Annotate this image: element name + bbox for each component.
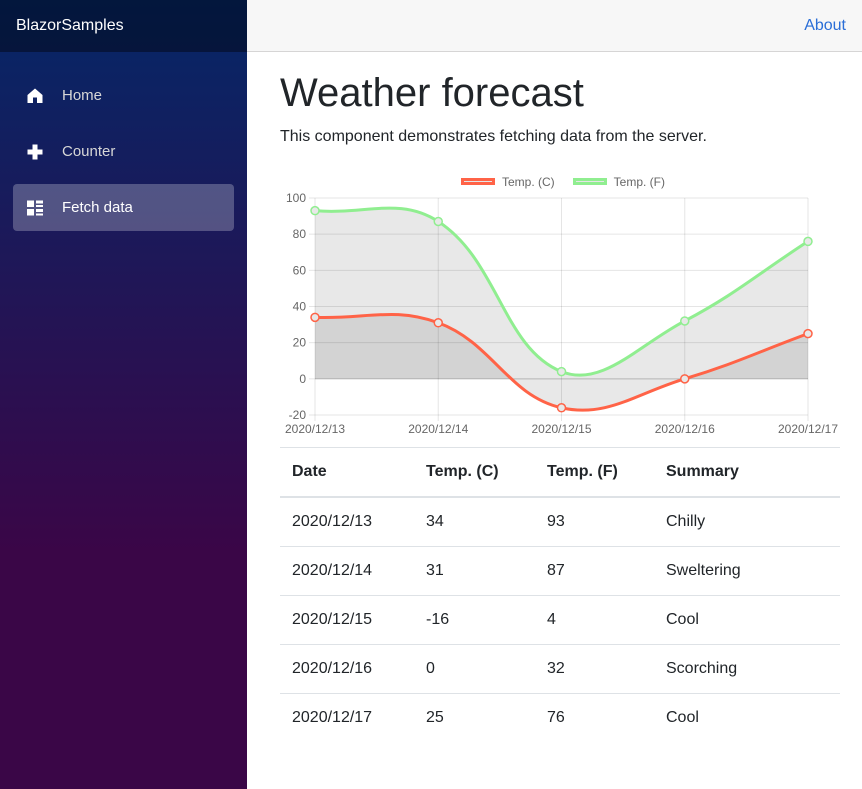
top-bar: About: [247, 0, 862, 52]
table-row: 2020/12/13 34 93 Chilly: [280, 496, 840, 547]
data-point-temp-c[interactable]: [310, 312, 320, 323]
y-axis-tick-label: 40: [293, 300, 307, 314]
sidebar-item-label: Home: [62, 87, 103, 104]
table-cell: Sweltering: [654, 546, 840, 596]
list-rich-icon: [27, 200, 43, 216]
x-axis-tick-label: 2020/12/17: [778, 422, 838, 436]
data-point-temp-f[interactable]: [433, 216, 443, 227]
sidebar-item-label: Fetch data: [62, 199, 133, 216]
table-cell: Scorching: [654, 644, 840, 694]
legend-label: Temp. (F): [613, 174, 665, 189]
table-row: 2020/12/14 31 87 Sweltering: [280, 546, 840, 596]
legend-swatch-temp-c: [460, 178, 495, 185]
forecast-table-body: 2020/12/13 34 93 Chilly 2020/12/14 31 87 Swelte…: [280, 496, 840, 742]
y-axis-tick-label: 0: [299, 372, 306, 386]
sidebar-item-label: Counter: [62, 143, 116, 160]
sidebar: BlazorSamples Home Counter: [0, 0, 247, 789]
table-row: 2020/12/17 25 76 Cool: [280, 693, 840, 742]
data-point-temp-c[interactable]: [803, 328, 813, 339]
data-point-temp-c[interactable]: [556, 403, 567, 413]
chart-legend: Temp. (C) Temp. (F): [280, 172, 846, 191]
table-cell: 0: [414, 644, 535, 694]
column-header-summary: Summary: [654, 447, 840, 498]
table-cell: -16: [414, 595, 535, 645]
legend-label: Temp. (C): [501, 174, 555, 189]
table-cell: 31: [414, 546, 535, 596]
table-row: 2020/12/15 -16 4 Cool: [280, 595, 840, 645]
data-point-temp-f[interactable]: [556, 366, 567, 377]
x-axis-tick-label: 2020/12/13: [285, 422, 345, 436]
forecast-chart-plot[interactable]: -20 0 20 40 60 80 100 2020/12/13 2020/12/14 2020/…: [280, 191, 846, 439]
home-icon: [27, 88, 43, 104]
sidebar-item-counter[interactable]: Counter: [13, 128, 234, 175]
table-cell: Cool: [654, 595, 840, 645]
data-point-temp-f[interactable]: [310, 205, 320, 216]
data-point-temp-f[interactable]: [803, 236, 813, 247]
brand-bar: BlazorSamples: [0, 0, 247, 52]
table-cell: 2020/12/13: [280, 496, 414, 547]
series-fill-temp-c: [315, 314, 808, 411]
column-header-temp-f: Temp. (F): [535, 447, 654, 498]
table-cell: 32: [535, 644, 654, 694]
nav-menu: Home Counter: [0, 52, 247, 231]
table-cell: 76: [535, 693, 654, 742]
data-point-temp-f[interactable]: [680, 316, 690, 326]
table-cell: 2020/12/14: [280, 546, 414, 596]
table-cell: 34: [414, 496, 535, 547]
page-description: This component demonstrates fetching dat…: [280, 128, 707, 145]
brand-link[interactable]: BlazorSamples: [16, 17, 124, 34]
table-cell: 4: [535, 595, 654, 645]
column-header-date: Date: [280, 447, 414, 498]
plus-icon: [27, 144, 43, 160]
table-cell: Cool: [654, 693, 840, 742]
legend-item-temp-f[interactable]: Temp. (F): [572, 174, 665, 189]
about-link[interactable]: About: [804, 16, 846, 34]
forecast-table: Date Temp. (C) Temp. (F) Summary 2020/12…: [280, 447, 840, 742]
table-row: 2020/12/16 0 32 Scorching: [280, 644, 840, 694]
x-axis-tick-label: 2020/12/15: [531, 422, 591, 436]
table-cell: 87: [535, 546, 654, 596]
y-axis-tick-label: 100: [286, 191, 306, 205]
page-title: Weather forecast: [280, 71, 584, 115]
y-axis-tick-label: 60: [293, 263, 307, 277]
table-cell: 2020/12/16: [280, 644, 414, 694]
data-point-temp-c[interactable]: [433, 318, 443, 328]
content: Weather forecast This component demonstr…: [247, 52, 862, 742]
y-axis-tick-label: 20: [293, 336, 307, 350]
table-cell: 93: [535, 496, 654, 547]
table-header-row: Date Temp. (C) Temp. (F) Summary: [280, 447, 840, 498]
sidebar-item-home[interactable]: Home: [13, 72, 234, 119]
series-fill-temp-f: [315, 208, 808, 379]
weather-chart: Temp. (C) Temp. (F) -20 0 20 40 60 80 100 2020/…: [280, 172, 846, 439]
table-cell: 2020/12/17: [280, 693, 414, 742]
x-axis-tick-label: 2020/12/14: [408, 422, 468, 436]
table-cell: 25: [414, 693, 535, 742]
legend-item-temp-c[interactable]: Temp. (C): [460, 174, 555, 189]
table-cell: 2020/12/15: [280, 595, 414, 645]
sidebar-item-fetch-data[interactable]: Fetch data: [13, 184, 234, 231]
forecast-table-head: Date Temp. (C) Temp. (F) Summary: [280, 447, 840, 498]
data-point-temp-c[interactable]: [680, 374, 690, 384]
table-cell: Chilly: [654, 496, 840, 547]
legend-swatch-temp-f: [572, 178, 607, 185]
y-axis-tick-label: -20: [289, 408, 307, 422]
y-axis-tick-label: 80: [293, 227, 307, 241]
column-header-temp-c: Temp. (C): [414, 447, 535, 498]
main-area: About Weather forecast This component de…: [247, 0, 862, 789]
x-axis-tick-label: 2020/12/16: [655, 422, 715, 436]
